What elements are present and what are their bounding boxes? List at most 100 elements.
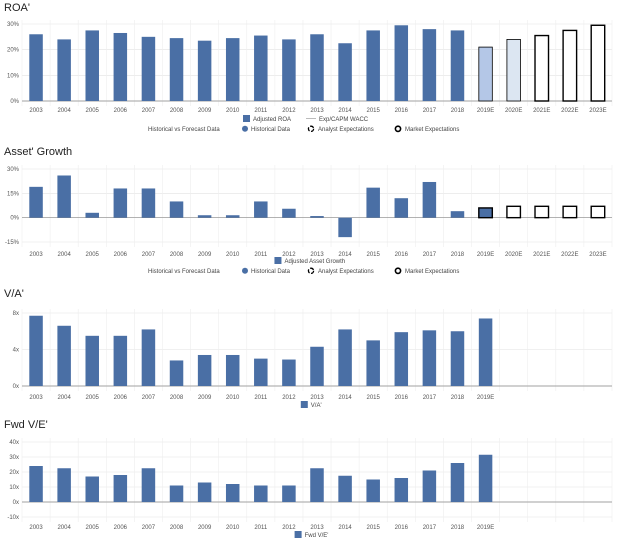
bar-2006-0 — [113, 188, 128, 218]
chart-3: V/A' 0x 4x 8x 2003 2004 2005 2006 2007 2008 2009 20… — [4, 288, 613, 409]
x-tick-label: 2019E — [477, 525, 494, 531]
x-tick-label: 2010 — [226, 525, 240, 531]
bar-2016-0 — [394, 25, 409, 101]
y-tick-label: 30% — [7, 167, 20, 173]
x-tick-label: 2019E — [477, 108, 494, 114]
y-tick-label: 10x — [9, 485, 19, 491]
x-tick-label: 2011 — [254, 108, 268, 114]
x-tick-label: 2005 — [86, 108, 100, 114]
x-tick-label: 2019E — [477, 395, 494, 401]
bar-2015-0 — [366, 340, 380, 386]
y-tick-label: 0% — [10, 216, 19, 222]
bar-2014-0 — [338, 43, 352, 101]
y-tick-label: 30% — [7, 22, 20, 28]
x-tick-label: 2016 — [395, 108, 409, 114]
bar-2005-0 — [85, 212, 99, 218]
x-tick-label: 2007 — [142, 395, 156, 401]
bar-2013-0 — [310, 34, 324, 102]
bar-2006-0 — [113, 475, 128, 502]
x-tick-label: 2008 — [170, 252, 184, 258]
bar-2012-0 — [282, 39, 296, 101]
bar-2018-0 — [450, 463, 465, 502]
bar-2009-0 — [197, 354, 212, 386]
x-tick-label: 2020E — [505, 252, 522, 258]
x-tick-label: 2003 — [29, 108, 43, 114]
bar-2011-0 — [254, 201, 268, 218]
bar-2014-0 — [338, 217, 352, 238]
legend-label: Analyst Expectations — [318, 127, 374, 133]
bar-2003-0 — [29, 315, 43, 386]
legend-label: Adjusted Asset Growth — [284, 259, 345, 265]
x-tick-label: 2015 — [367, 108, 381, 114]
bar-2015-0 — [366, 187, 380, 218]
legend-swatch-adjusted-roa — [243, 115, 250, 122]
bar-2012-0 — [282, 359, 296, 386]
x-tick-label: 2009 — [198, 108, 212, 114]
bar-2020E-2 — [506, 205, 522, 219]
x-tick-label: 2005 — [86, 395, 100, 401]
x-tick-label: 2012 — [282, 108, 296, 114]
x-tick-label: 2014 — [338, 525, 352, 531]
x-tick-label: 2008 — [170, 525, 184, 531]
x-tick-label: 2015 — [367, 525, 381, 531]
bar-2015-0 — [366, 30, 380, 102]
bar-2012-0 — [282, 208, 296, 218]
bar-2006-0 — [113, 335, 128, 386]
legend-swatch — [300, 401, 308, 408]
x-tick-label: 2017 — [423, 108, 437, 114]
bar-2017-0 — [422, 330, 437, 386]
chart-2: Asset' Growth -15% 0% 15% 30% 2003 2004 2005 200… — [4, 146, 613, 275]
x-tick-label: 2014 — [338, 395, 352, 401]
x-tick-label: 2013 — [310, 525, 324, 531]
bar-2017-0 — [422, 470, 437, 502]
x-tick-label: 2022E — [561, 252, 578, 258]
x-tick-label: 2013 — [310, 108, 324, 114]
bar-2022E-2 — [562, 205, 578, 219]
y-tick-label: 8x — [13, 311, 19, 317]
x-tick-label: 2016 — [395, 525, 409, 531]
legend-label: V/A' — [311, 403, 322, 409]
chart-title: Fwd V/E' — [4, 419, 48, 431]
x-tick-label: 2017 — [423, 252, 437, 258]
x-tick-label: 2013 — [310, 252, 324, 258]
bar-2016-0 — [394, 478, 409, 502]
legend-label: Historical Data — [251, 127, 291, 133]
x-tick-label: 2011 — [254, 252, 268, 258]
x-tick-label: 2009 — [198, 395, 212, 401]
x-tick-label: 2013 — [310, 395, 324, 401]
x-tick-label: 2010 — [226, 395, 240, 401]
legend-marker-market — [394, 267, 402, 275]
x-tick-label: 2018 — [451, 108, 465, 114]
bar-2009-0 — [197, 482, 212, 502]
x-tick-label: 2023E — [589, 252, 606, 258]
x-tick-label: 2004 — [57, 108, 71, 114]
y-tick-label: 4x — [13, 348, 19, 354]
x-tick-label: 2023E — [589, 108, 606, 114]
x-tick-label: 2006 — [114, 108, 128, 114]
x-tick-label: 2020E — [505, 108, 522, 114]
bar-2005-0 — [85, 476, 99, 502]
bar-2023E-2 — [590, 24, 606, 102]
x-tick-label: 2018 — [451, 395, 465, 401]
x-tick-label: 2007 — [142, 252, 156, 258]
bar-2019E-0 — [478, 318, 493, 386]
y-tick-label: 10% — [7, 73, 20, 79]
x-tick-label: 2018 — [451, 525, 465, 531]
x-tick-label: 2016 — [395, 395, 409, 401]
bar-2019E-1 — [478, 46, 493, 102]
bar-2021E-2 — [534, 34, 550, 102]
x-tick-label: 2005 — [86, 252, 100, 258]
x-tick-label: 2014 — [338, 252, 352, 258]
bar-2021E-2 — [534, 205, 550, 219]
x-tick-label: 2016 — [395, 252, 409, 258]
y-tick-label: 0x — [13, 384, 19, 390]
bar-2007-0 — [141, 188, 156, 218]
bar-2011-0 — [254, 358, 268, 386]
bar-2004-0 — [57, 325, 71, 386]
bar-2003-0 — [29, 466, 43, 502]
x-tick-label: 2017 — [423, 525, 437, 531]
x-tick-label: 2005 — [86, 525, 100, 531]
bar-2008-0 — [169, 201, 184, 218]
x-tick-label: 2011 — [254, 395, 268, 401]
